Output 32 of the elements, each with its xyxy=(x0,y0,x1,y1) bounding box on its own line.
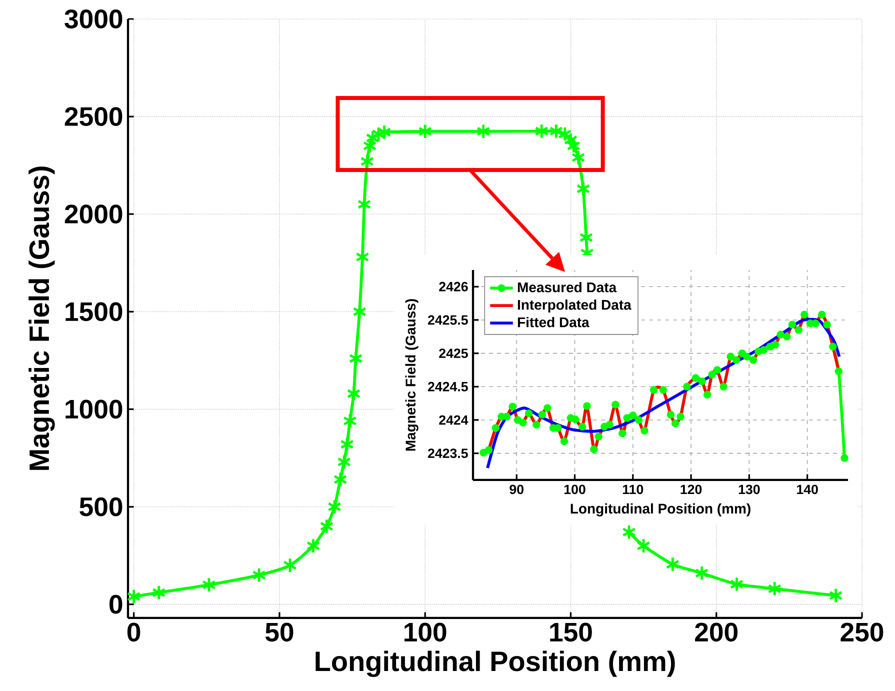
y-tick-label: 1500 xyxy=(66,302,122,322)
x-tick-label: 150 xyxy=(550,622,592,642)
x-tick-label: 110 xyxy=(622,484,644,494)
legend-label: Measured Data xyxy=(518,282,617,292)
y-tick-label: 0 xyxy=(110,594,122,614)
y-tick-label: 500 xyxy=(80,497,122,516)
y-axis-title: Magnetic Field (Gauss) xyxy=(28,166,55,470)
x-tick-label: 90 xyxy=(510,484,524,494)
x-tick-label: 250 xyxy=(840,622,884,642)
x-tick-label: 100 xyxy=(404,622,446,642)
y-tick-label: 2425.5 xyxy=(428,315,468,325)
legend-label: Fitted Data xyxy=(518,316,590,328)
x-axis-title: Longitudinal Position (mm) xyxy=(316,650,675,677)
y-tick-label: 2423.5 xyxy=(428,448,468,458)
y-tick-label: 2426 xyxy=(439,282,468,292)
x-tick-label: 200 xyxy=(695,622,738,642)
y-tick-label: 2500 xyxy=(64,107,122,126)
x-tick-label: 120 xyxy=(680,484,702,494)
y-tick-label: 2000 xyxy=(64,204,122,224)
y-tick-label: 1000 xyxy=(66,400,122,419)
x-axis-title: Longitudinal Position (mm) xyxy=(570,503,750,516)
x-tick-label: 130 xyxy=(738,484,760,494)
x-tick-label: 0 xyxy=(127,622,140,642)
y-tick-label: 2424.5 xyxy=(428,382,468,392)
x-tick-label: 140 xyxy=(797,484,818,494)
x-tick-label: 50 xyxy=(265,622,294,642)
y-tick-label: 2425 xyxy=(439,348,468,358)
legend-label: Interpolated Data xyxy=(518,300,632,313)
y-tick-label: 2424 xyxy=(439,415,468,425)
x-tick-label: 100 xyxy=(564,484,586,494)
y-tick-label: 3000 xyxy=(64,10,122,28)
y-axis-title: Magnetic Field (Gauss) xyxy=(405,299,418,451)
